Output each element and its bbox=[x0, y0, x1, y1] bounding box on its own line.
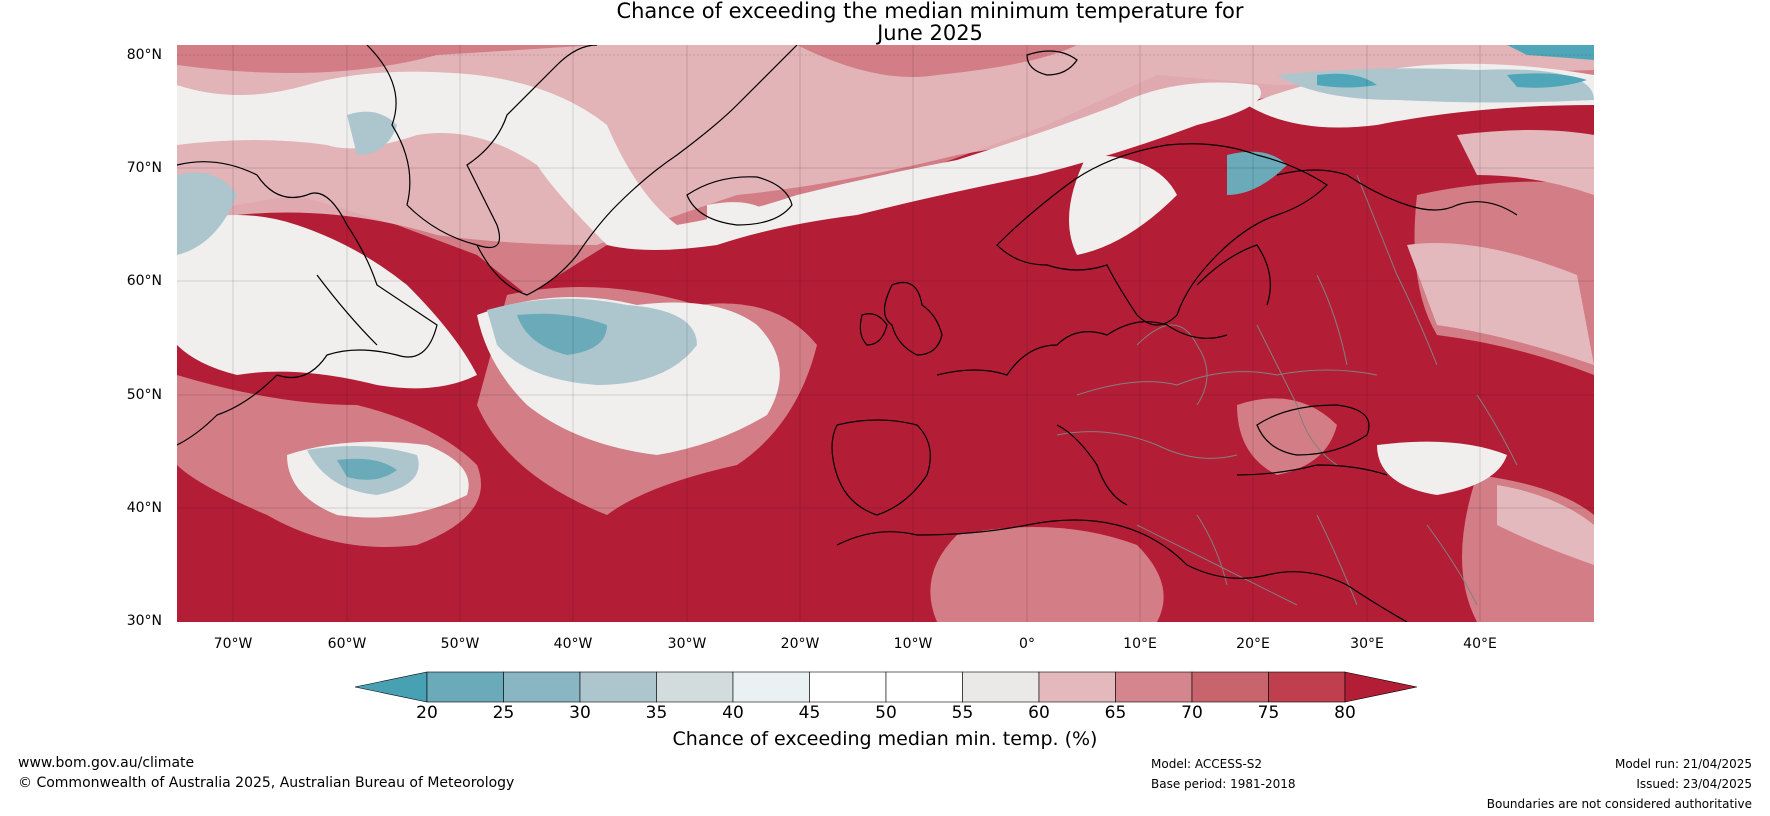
north-america-coast bbox=[177, 161, 438, 446]
lon-label-10e: 10°E bbox=[1123, 636, 1157, 652]
italy-coast bbox=[1056, 424, 1128, 506]
colorbar-label: Chance of exceeding median min. temp. (%… bbox=[672, 728, 1098, 750]
copyright-notice: © Commonwealth of Australia 2025, Austra… bbox=[18, 775, 515, 791]
map-canvas bbox=[177, 45, 1594, 622]
colorbar-tick-label: 75 bbox=[1257, 703, 1280, 723]
source-url: www.bom.gov.au/climate bbox=[18, 755, 195, 771]
colorbar-segment bbox=[503, 671, 581, 703]
colorbar-segment bbox=[732, 671, 810, 703]
coastlines bbox=[177, 45, 1518, 622]
colorbar-tick-label: 50 bbox=[875, 703, 897, 723]
colorbar-extend-low bbox=[354, 671, 428, 703]
colorbar-tick-label: 60 bbox=[1028, 703, 1050, 723]
colorbar-tick-label: 45 bbox=[798, 703, 821, 723]
lon-label-10w: 10°W bbox=[893, 636, 933, 652]
colorbar-tick-label: 25 bbox=[492, 703, 515, 723]
lon-label-70w: 70°W bbox=[213, 636, 253, 652]
greenland-coast bbox=[366, 45, 598, 249]
lon-label-30w: 30°W bbox=[667, 636, 707, 652]
iberia-coast bbox=[831, 419, 931, 516]
ireland-coast bbox=[859, 313, 888, 346]
lat-label-70n: 70°N bbox=[126, 160, 162, 176]
colorbar-tick-label: 35 bbox=[645, 703, 668, 723]
lat-label-60n: 60°N bbox=[126, 273, 162, 289]
colorbar-tick-label: 80 bbox=[1334, 703, 1356, 723]
lon-label-60w: 60°W bbox=[327, 636, 367, 652]
turkey-coast bbox=[1236, 464, 1388, 476]
colorbar-segment bbox=[885, 671, 963, 703]
lon-label-20e: 20°E bbox=[1236, 636, 1270, 652]
colorbar-tick-label: 70 bbox=[1181, 703, 1203, 723]
country-borders bbox=[1056, 174, 1518, 606]
lon-label-50w: 50°W bbox=[440, 636, 480, 652]
model-run-date: Model run: 21/04/2025 bbox=[1614, 757, 1752, 771]
colorbar-tick-label: 20 bbox=[416, 703, 438, 723]
map-title-line1: Chance of exceeding the median minimum t… bbox=[616, 0, 1244, 23]
colorbar-tick-label: 40 bbox=[722, 703, 744, 723]
lon-label-20w: 20°W bbox=[780, 636, 820, 652]
colorbar-segment bbox=[809, 671, 887, 703]
colorbar-tick-label: 65 bbox=[1104, 703, 1127, 723]
colorbar-segment bbox=[656, 671, 734, 703]
colorbar-extend-high bbox=[1344, 671, 1418, 703]
lon-label-40e: 40°E bbox=[1463, 636, 1497, 652]
lat-label-30n: 30°N bbox=[126, 613, 162, 629]
lat-label-50n: 50°N bbox=[126, 387, 162, 403]
lat-label-80n: 80°N bbox=[126, 47, 162, 63]
black-sea-coast bbox=[1256, 404, 1370, 456]
model-name: Model: ACCESS-S2 bbox=[1151, 757, 1263, 771]
colorbar-segment bbox=[579, 671, 657, 703]
map-gridlines bbox=[177, 45, 1594, 622]
africa-coast bbox=[836, 519, 1408, 622]
colorbar-tick-label: 55 bbox=[951, 703, 974, 723]
colorbar-tick-label: 30 bbox=[569, 703, 591, 723]
issued-date: Issued: 23/04/2025 bbox=[1636, 777, 1752, 791]
boundaries-disclaimer: Boundaries are not considered authoritat… bbox=[1486, 797, 1752, 811]
scandinavia-coast bbox=[996, 143, 1328, 326]
colorbar-segment bbox=[1191, 671, 1269, 703]
lon-label-0: 0° bbox=[1019, 636, 1035, 652]
lon-label-40w: 40°W bbox=[553, 636, 593, 652]
colorbar-segment bbox=[962, 671, 1040, 703]
probability-map bbox=[177, 45, 1594, 622]
iceland-coast bbox=[686, 176, 793, 226]
lon-label-30e: 30°E bbox=[1350, 636, 1384, 652]
base-period: Base period: 1981-2018 bbox=[1151, 777, 1296, 791]
russia-north-coast bbox=[1276, 169, 1518, 216]
uk-coast bbox=[883, 281, 943, 356]
svalbard-coast bbox=[1026, 50, 1078, 76]
colorbar-segment bbox=[1268, 671, 1346, 703]
colorbar-segment bbox=[1038, 671, 1116, 703]
map-title-line2: June 2025 bbox=[877, 21, 983, 45]
colorbar-segment bbox=[426, 671, 504, 703]
europe-coast bbox=[936, 321, 1228, 376]
below-median-areas bbox=[177, 45, 1594, 495]
colorbar-segment bbox=[1115, 671, 1193, 703]
lat-label-40n: 40°N bbox=[126, 500, 162, 516]
